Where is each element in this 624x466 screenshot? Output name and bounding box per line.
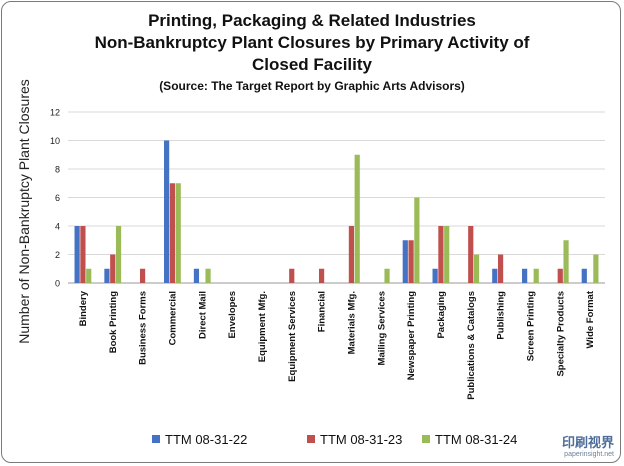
bar <box>110 254 116 283</box>
bar <box>318 268 325 283</box>
x-tick-label: Commercial <box>167 291 178 345</box>
bar <box>557 268 563 283</box>
bar <box>533 268 539 283</box>
x-tick-label: Wide Format <box>585 290 596 348</box>
chart-title-line1: Printing, Packaging & Related Industries <box>148 11 476 30</box>
bar <box>581 268 587 283</box>
bar <box>164 140 170 283</box>
x-tick-label: Business Forms <box>138 291 149 365</box>
x-tick-label: Equipment Mfg. <box>257 291 268 362</box>
bar <box>169 183 176 283</box>
bar <box>80 226 86 283</box>
bar <box>86 268 92 283</box>
x-tick-label: Packaging <box>436 291 447 339</box>
x-tick-label: Envelopes <box>227 291 238 339</box>
x-tick-label: Newspaper Printing <box>406 291 417 380</box>
y-tick-label: 6 <box>55 193 60 203</box>
bar <box>348 226 355 283</box>
bar <box>492 268 498 283</box>
bar <box>384 268 390 283</box>
y-tick-label: 8 <box>55 165 60 175</box>
bar <box>473 254 480 283</box>
x-tick-label: Publications & Catalogs <box>466 291 477 400</box>
bar <box>522 268 528 283</box>
legend-label: TTM 08-31-22 <box>165 432 247 447</box>
bar <box>497 254 504 283</box>
bar <box>563 240 569 283</box>
bar <box>444 226 450 283</box>
x-tick-label: Materials Mfg. <box>346 291 357 354</box>
legend-label: TTM 08-31-24 <box>435 432 517 447</box>
bar <box>354 154 360 283</box>
x-tick-label: Mailing Services <box>376 291 387 365</box>
bar <box>104 268 110 283</box>
legend-swatch <box>152 435 160 443</box>
x-tick-label: Equipment Services <box>287 291 298 382</box>
x-tick-label: Specialty Products <box>555 291 566 377</box>
bar <box>438 226 444 283</box>
legend-swatch <box>307 435 315 443</box>
y-tick-label: 2 <box>55 250 60 260</box>
bar <box>408 240 414 283</box>
x-tick-label: Book Printing <box>108 291 119 353</box>
bar <box>193 268 200 283</box>
y-tick-label: 0 <box>55 279 60 289</box>
chart-titles: Printing, Packaging & Related Industries… <box>2 10 620 94</box>
bar <box>402 240 408 283</box>
y-axis-title: Number of Non-Bankruptcy Plant Closures <box>16 79 32 344</box>
y-tick-label: 4 <box>55 222 60 232</box>
legend-label: TTM 08-31-23 <box>320 432 402 447</box>
watermark-logo: 印刷视界 <box>561 435 614 450</box>
bar <box>139 268 146 283</box>
x-tick-label: Bindery <box>78 290 89 326</box>
chart-title-line2: Non-Bankruptcy Plant Closures by Primary… <box>94 33 530 74</box>
bar <box>432 268 438 283</box>
bar <box>289 268 295 283</box>
watermark-url: paperinsight.net <box>564 451 614 458</box>
x-tick-label: Financial <box>317 291 328 332</box>
watermark: 印刷视界 paperinsight.net <box>562 432 614 458</box>
bar <box>593 254 599 283</box>
bar <box>115 226 122 283</box>
bar <box>175 183 181 283</box>
legend-swatch <box>422 435 430 443</box>
x-tick-label: Direct Mail <box>197 291 208 339</box>
x-tick-label: Publishing <box>496 291 507 340</box>
bar <box>468 226 474 283</box>
bar <box>414 197 420 283</box>
bar <box>74 226 80 283</box>
x-tick-label: Screen Printing <box>525 291 536 361</box>
y-tick-label: 10 <box>50 136 60 146</box>
chart-subtitle: (Source: The Target Report by Graphic Ar… <box>159 79 465 93</box>
bar <box>205 268 211 283</box>
y-tick-label: 12 <box>50 108 60 118</box>
